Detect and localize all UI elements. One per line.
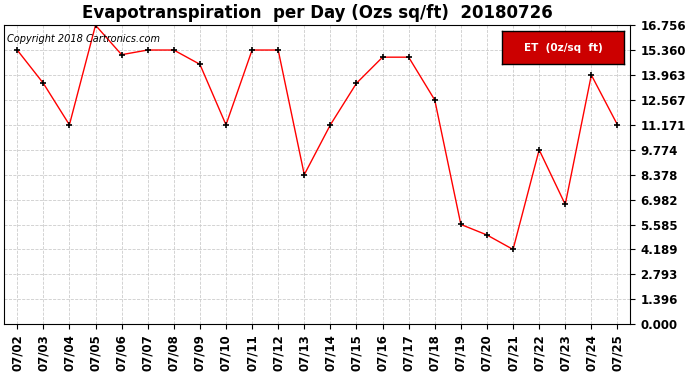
Title: Evapotranspiration  per Day (Ozs sq/ft)  20180726: Evapotranspiration per Day (Ozs sq/ft) 2… [82,4,553,22]
Text: Copyright 2018 Cartronics.com: Copyright 2018 Cartronics.com [8,34,160,44]
